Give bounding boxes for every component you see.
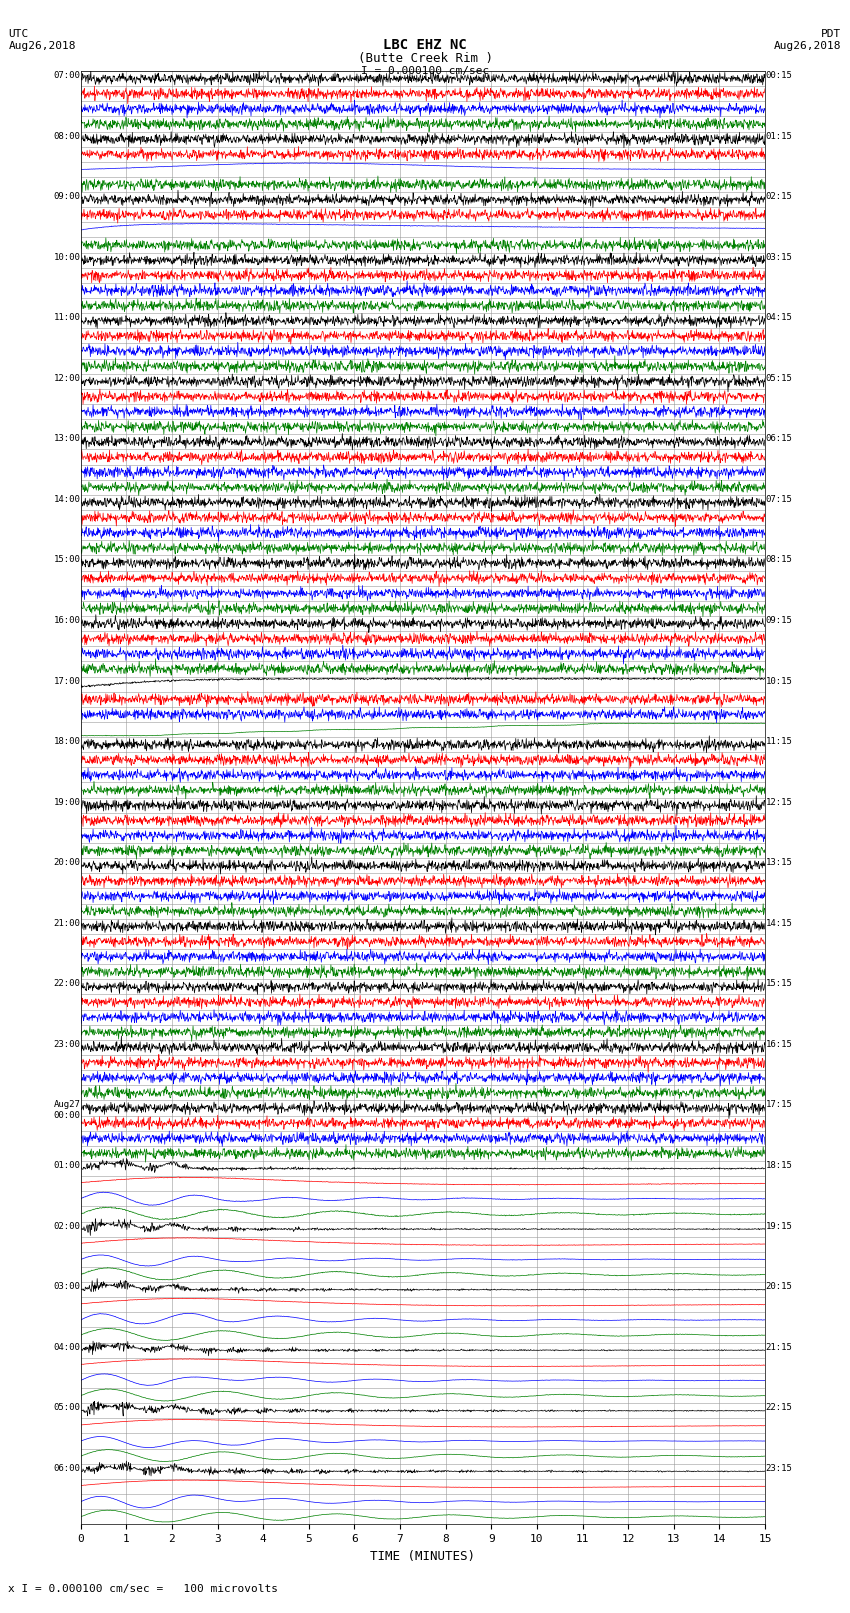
Text: 09:00: 09:00 — [54, 192, 81, 202]
Text: 08:00: 08:00 — [54, 132, 81, 140]
Text: 18:00: 18:00 — [54, 737, 81, 747]
Text: 17:00: 17:00 — [54, 676, 81, 686]
Text: 13:15: 13:15 — [765, 858, 792, 868]
Text: 14:00: 14:00 — [54, 495, 81, 503]
Text: 16:15: 16:15 — [765, 1040, 792, 1048]
Text: Aug27
00:00: Aug27 00:00 — [54, 1100, 81, 1119]
Text: UTC
Aug26,2018: UTC Aug26,2018 — [8, 29, 76, 50]
Text: 15:15: 15:15 — [765, 979, 792, 989]
Text: 01:15: 01:15 — [765, 132, 792, 140]
Text: 18:15: 18:15 — [765, 1161, 792, 1169]
Text: 12:15: 12:15 — [765, 797, 792, 806]
Text: 15:00: 15:00 — [54, 555, 81, 565]
Text: 23:00: 23:00 — [54, 1040, 81, 1048]
Text: 12:00: 12:00 — [54, 374, 81, 382]
Text: 21:00: 21:00 — [54, 919, 81, 927]
Text: 06:00: 06:00 — [54, 1463, 81, 1473]
Text: 23:15: 23:15 — [765, 1463, 792, 1473]
Text: LBC EHZ NC: LBC EHZ NC — [383, 37, 467, 52]
Text: 07:00: 07:00 — [54, 71, 81, 81]
Text: 01:00: 01:00 — [54, 1161, 81, 1169]
Text: I = 0.000100 cm/sec: I = 0.000100 cm/sec — [361, 66, 489, 76]
Text: 02:00: 02:00 — [54, 1221, 81, 1231]
Text: 11:00: 11:00 — [54, 313, 81, 323]
Text: 10:00: 10:00 — [54, 253, 81, 261]
Text: 17:15: 17:15 — [765, 1100, 792, 1110]
Text: 02:15: 02:15 — [765, 192, 792, 202]
Text: PDT
Aug26,2018: PDT Aug26,2018 — [774, 29, 842, 50]
Text: 21:15: 21:15 — [765, 1342, 792, 1352]
Text: 03:00: 03:00 — [54, 1282, 81, 1290]
Text: 09:15: 09:15 — [765, 616, 792, 624]
Text: 16:00: 16:00 — [54, 616, 81, 624]
Text: 19:15: 19:15 — [765, 1221, 792, 1231]
Text: 19:00: 19:00 — [54, 797, 81, 806]
Text: 10:15: 10:15 — [765, 676, 792, 686]
Text: 20:00: 20:00 — [54, 858, 81, 868]
Text: 13:00: 13:00 — [54, 434, 81, 444]
Text: 08:15: 08:15 — [765, 555, 792, 565]
Text: 03:15: 03:15 — [765, 253, 792, 261]
Text: x I = 0.000100 cm/sec =   100 microvolts: x I = 0.000100 cm/sec = 100 microvolts — [8, 1584, 279, 1594]
Text: 22:00: 22:00 — [54, 979, 81, 989]
Text: 06:15: 06:15 — [765, 434, 792, 444]
Text: 04:15: 04:15 — [765, 313, 792, 323]
Text: 04:00: 04:00 — [54, 1342, 81, 1352]
Text: 07:15: 07:15 — [765, 495, 792, 503]
Text: 22:15: 22:15 — [765, 1403, 792, 1411]
Text: 00:15: 00:15 — [765, 71, 792, 81]
Text: 05:00: 05:00 — [54, 1403, 81, 1411]
Text: 20:15: 20:15 — [765, 1282, 792, 1290]
X-axis label: TIME (MINUTES): TIME (MINUTES) — [371, 1550, 475, 1563]
Text: 14:15: 14:15 — [765, 919, 792, 927]
Text: 05:15: 05:15 — [765, 374, 792, 382]
Text: (Butte Creek Rim ): (Butte Creek Rim ) — [358, 52, 492, 65]
Text: 11:15: 11:15 — [765, 737, 792, 747]
